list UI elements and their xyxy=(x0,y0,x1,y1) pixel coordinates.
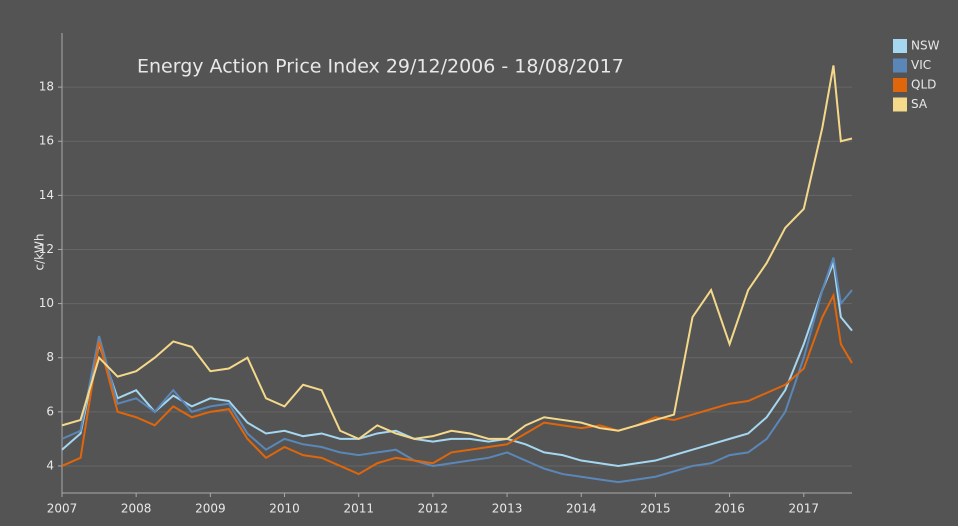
series-line xyxy=(61,65,853,441)
series-line xyxy=(61,292,853,476)
x-tick-label: 2013 xyxy=(492,502,523,516)
x-tick-label: 2010 xyxy=(269,502,300,516)
legend-swatch xyxy=(893,58,907,73)
y-tick-label: 18 xyxy=(39,80,54,94)
legend-swatch xyxy=(893,39,907,53)
legend-label: SA xyxy=(911,97,928,111)
y-tick-label: 6 xyxy=(46,404,54,418)
y-tick-label: 14 xyxy=(39,188,54,202)
x-tick-label: 2014 xyxy=(566,502,597,516)
x-tick-label: 2011 xyxy=(343,502,374,516)
chart-title: Energy Action Price Index 29/12/2006 - 1… xyxy=(137,56,624,78)
y-tick-label: 10 xyxy=(39,296,54,310)
legend-label: QLD xyxy=(911,78,936,92)
y-tick-label: 8 xyxy=(46,350,54,364)
x-tick-label: 2015 xyxy=(640,502,671,516)
legend-label: VIC xyxy=(911,58,931,72)
x-tick-label: 2016 xyxy=(714,502,745,516)
series-line xyxy=(61,259,853,467)
y-tick-label: 4 xyxy=(46,458,54,472)
x-tick-label: 2009 xyxy=(195,502,226,516)
legend-swatch xyxy=(893,97,907,112)
legend-swatch xyxy=(893,78,907,92)
y-tick-label: 16 xyxy=(39,134,54,148)
x-tick-label: 2017 xyxy=(789,502,820,516)
y-axis-label: c/kWh xyxy=(33,233,47,270)
x-tick-label: 2007 xyxy=(47,502,78,516)
legend-label: NSW xyxy=(911,39,940,53)
series-line xyxy=(61,257,853,484)
x-tick-label: 2008 xyxy=(121,502,152,516)
y-tick-label: 12 xyxy=(39,242,54,256)
x-tick-label: 2012 xyxy=(418,502,449,516)
